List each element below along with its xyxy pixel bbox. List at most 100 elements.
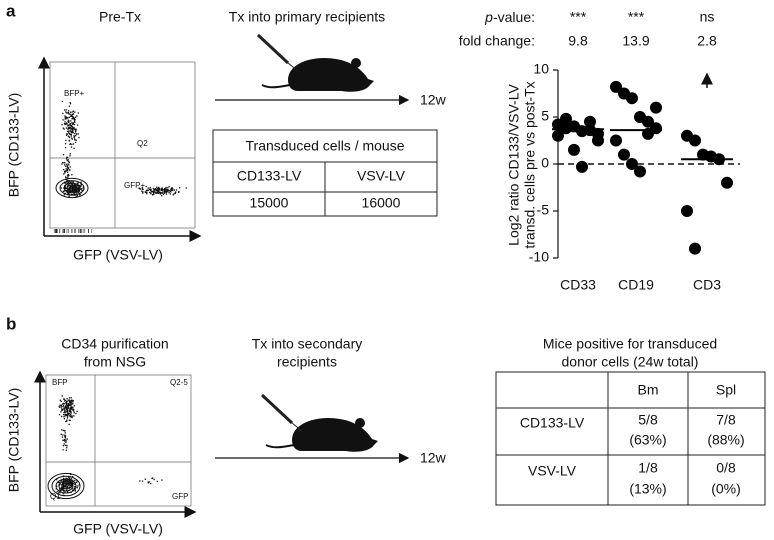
event-dot bbox=[68, 116, 70, 118]
event-dot bbox=[61, 415, 63, 418]
event-dot bbox=[69, 410, 71, 413]
event-dot bbox=[63, 122, 66, 125]
event-dot bbox=[64, 117, 66, 119]
event-dot bbox=[68, 193, 70, 195]
event-dot bbox=[68, 477, 71, 479]
event-dot bbox=[71, 193, 73, 196]
event-dot bbox=[63, 164, 66, 166]
table-cell: 15000 bbox=[250, 195, 289, 211]
event-dot bbox=[170, 188, 172, 190]
event-dot bbox=[70, 412, 72, 414]
event-dot bbox=[73, 128, 75, 130]
event-dot bbox=[155, 187, 157, 190]
event-dot bbox=[64, 479, 67, 481]
event-dot bbox=[72, 187, 75, 189]
data-point bbox=[626, 158, 638, 170]
event-dot bbox=[64, 115, 66, 117]
event-dot bbox=[175, 189, 178, 191]
event-dot bbox=[63, 194, 65, 196]
event-dot bbox=[68, 127, 71, 129]
fold-change: 9.8 bbox=[568, 33, 588, 49]
event-dot bbox=[68, 140, 70, 142]
event-dot bbox=[65, 176, 67, 179]
event-dot bbox=[65, 411, 67, 413]
data-point bbox=[560, 112, 572, 125]
row-label: CD133-LV bbox=[520, 415, 585, 431]
event-dot bbox=[65, 402, 68, 405]
event-dot bbox=[157, 192, 160, 194]
event-dot bbox=[64, 491, 66, 493]
event-dot bbox=[81, 189, 83, 192]
event-dot bbox=[70, 480, 72, 482]
event-dot bbox=[174, 192, 176, 194]
event-dot bbox=[63, 109, 66, 111]
event-dot bbox=[71, 183, 74, 186]
event-dot bbox=[74, 185, 76, 187]
event-dot bbox=[71, 485, 73, 487]
table-header: Bm bbox=[638, 382, 659, 398]
event-dot bbox=[69, 181, 71, 183]
event-dot bbox=[61, 479, 63, 481]
event-dot bbox=[72, 185, 75, 187]
event-dot bbox=[69, 185, 71, 187]
event-dot bbox=[68, 161, 70, 164]
event-dot bbox=[69, 143, 71, 146]
event-dot bbox=[56, 491, 58, 493]
event-dot bbox=[71, 129, 73, 131]
y-tick-label: -10 bbox=[529, 249, 549, 265]
event-dot bbox=[62, 486, 64, 488]
event-dot bbox=[72, 401, 74, 403]
event-dot bbox=[72, 409, 74, 411]
event-dot bbox=[63, 173, 65, 175]
event-dot bbox=[157, 190, 160, 192]
event-dot bbox=[62, 488, 64, 490]
event-dot bbox=[59, 399, 62, 401]
event-dot bbox=[156, 190, 159, 192]
table: Transduced cells / mouse CD133-LV VSV-LV… bbox=[212, 129, 438, 217]
event-dot bbox=[67, 110, 70, 112]
table-cell: (63%) bbox=[629, 432, 666, 448]
event-dot bbox=[160, 189, 162, 191]
event-dot bbox=[69, 103, 72, 105]
event-dot bbox=[71, 181, 73, 183]
event-dot bbox=[66, 123, 68, 125]
event-dot bbox=[68, 136, 71, 139]
data-point bbox=[626, 92, 638, 105]
event-dot bbox=[70, 397, 72, 399]
event-dot bbox=[148, 189, 150, 191]
contour bbox=[58, 480, 74, 492]
event-dot bbox=[141, 190, 143, 192]
event-dot bbox=[141, 187, 143, 189]
event-dot bbox=[65, 484, 67, 487]
event-dot bbox=[167, 189, 169, 191]
event-dot bbox=[150, 189, 152, 191]
gate-label: BFP bbox=[52, 378, 68, 387]
event-dot bbox=[67, 182, 69, 184]
event-dot bbox=[72, 113, 75, 115]
event-dot bbox=[72, 111, 74, 113]
event-dot bbox=[71, 187, 74, 189]
event-dot bbox=[63, 411, 66, 413]
event-dot bbox=[74, 128, 76, 131]
y-axis-label: transd. cells pre vs post-Tx bbox=[522, 81, 538, 248]
event-dot bbox=[70, 124, 72, 127]
event-dot bbox=[148, 191, 151, 194]
event-dot bbox=[64, 411, 66, 413]
event-dot bbox=[164, 188, 166, 190]
event-dot bbox=[65, 481, 67, 483]
event-dot bbox=[73, 136, 75, 139]
event-dot bbox=[61, 409, 63, 412]
event-dot bbox=[73, 147, 75, 150]
event-dot bbox=[160, 188, 163, 190]
event-dot bbox=[76, 193, 78, 195]
event-dot bbox=[152, 477, 154, 479]
event-dot bbox=[71, 403, 73, 405]
event-dot bbox=[61, 436, 64, 438]
event-dot bbox=[152, 187, 154, 190]
y-axis-label: Log2 ratio CD133/VSV-LV bbox=[506, 84, 522, 246]
event-dot bbox=[72, 181, 75, 183]
event-dot bbox=[163, 188, 165, 191]
event-dot bbox=[63, 417, 66, 420]
event-dot bbox=[165, 192, 168, 194]
event-dot bbox=[169, 193, 172, 195]
